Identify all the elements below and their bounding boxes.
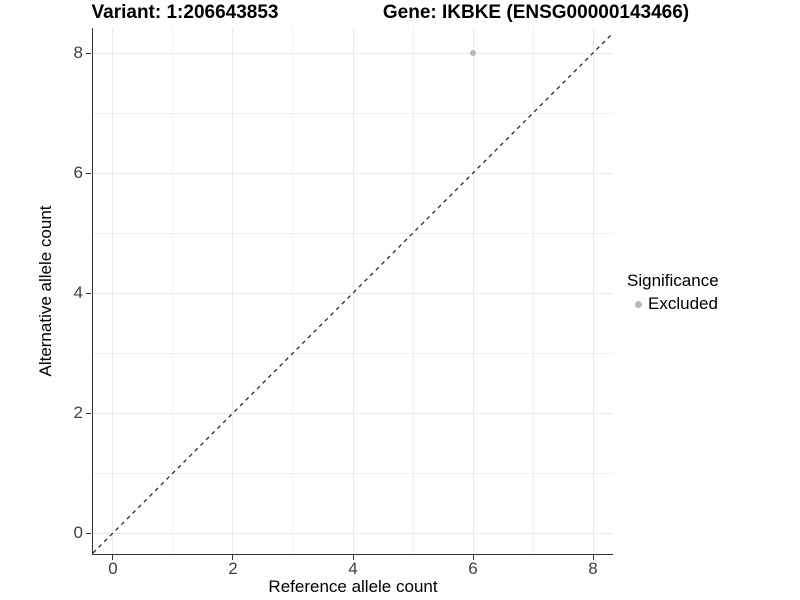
x-major-gridline (472, 28, 474, 554)
y-tick-mark (86, 532, 91, 534)
y-major-gridline (93, 172, 613, 174)
y-major-gridline (93, 292, 613, 294)
y-tick-label: 4 (73, 283, 83, 302)
x-minor-gridline (412, 28, 414, 554)
x-minor-gridline (172, 28, 174, 554)
x-major-gridline (352, 28, 354, 554)
plot-panel (93, 28, 613, 554)
legend-item-excluded: Excluded (627, 294, 719, 314)
x-major-gridline (112, 28, 114, 554)
y-axis-line (92, 28, 93, 555)
x-tick-mark (472, 555, 474, 560)
y-tick-mark (86, 292, 91, 294)
x-tick-mark (592, 555, 594, 560)
x-major-gridline (592, 28, 594, 554)
y-major-gridline (93, 412, 613, 414)
x-axis-line (92, 554, 613, 555)
y-axis-title: Alternative allele count (36, 205, 55, 377)
x-minor-gridline (532, 28, 534, 554)
y-tick-mark (86, 172, 91, 174)
y-tick-label: 8 (73, 43, 83, 62)
y-tick-mark (86, 52, 91, 54)
x-tick-mark (232, 555, 234, 560)
legend-title: Significance (627, 271, 719, 290)
legend: Significance Excluded (627, 271, 719, 314)
identity-dashed-line (93, 32, 613, 554)
excluded-point-icon (635, 300, 642, 308)
variant-title: Variant: 1:206643853 (91, 2, 279, 23)
y-tick-label: 6 (73, 163, 83, 182)
y-major-gridline (93, 532, 613, 534)
gene-title: Gene: IKBKE (ENSG00000143466) (382, 2, 690, 23)
legend-item-label: Excluded (648, 294, 718, 313)
x-tick-label: 4 (348, 559, 358, 578)
x-axis-title: Reference allele count (268, 577, 438, 596)
data-point (470, 50, 476, 56)
x-tick-label: 2 (228, 559, 238, 578)
y-tick-label: 0 (73, 523, 83, 542)
x-tick-label: 6 (468, 559, 478, 578)
x-major-gridline (232, 28, 234, 554)
y-tick-label: 2 (73, 403, 83, 422)
x-tick-label: 0 (108, 559, 118, 578)
y-major-gridline (93, 52, 613, 54)
y-tick-mark (86, 412, 91, 414)
x-tick-mark (352, 555, 354, 560)
x-tick-mark (112, 555, 114, 560)
x-tick-label: 8 (588, 559, 598, 578)
x-minor-gridline (292, 28, 294, 554)
